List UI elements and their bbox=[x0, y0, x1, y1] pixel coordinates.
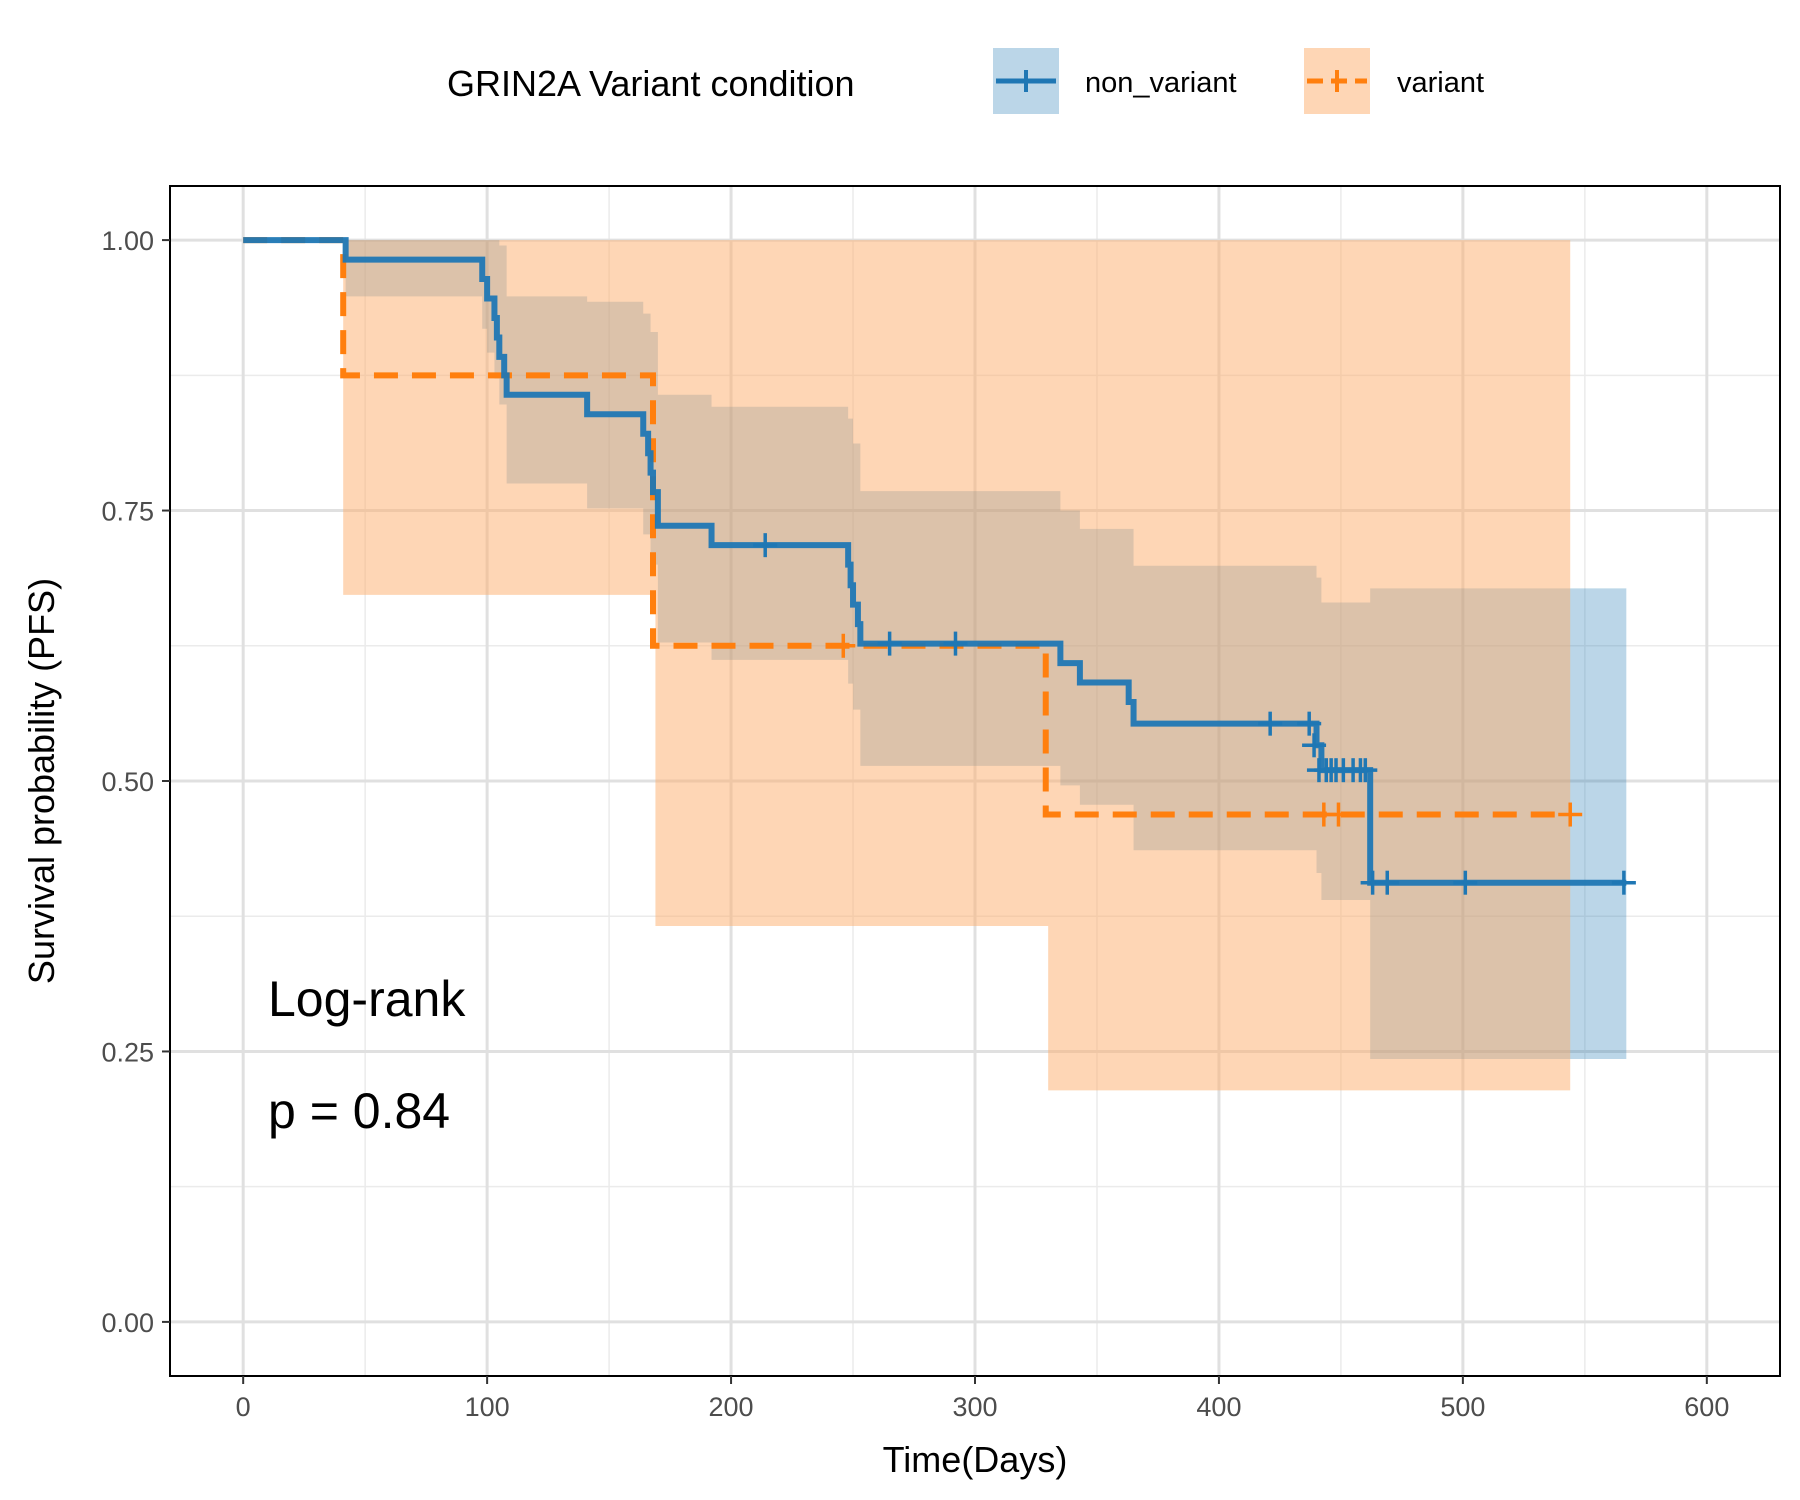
censor-mark-non-variant bbox=[1611, 870, 1636, 895]
legend-label-variant: variant bbox=[1397, 67, 1484, 99]
legend: GRIN2A Variant condition non_variant var… bbox=[447, 48, 1484, 114]
y-axis-title: Survival probability (PFS) bbox=[21, 578, 62, 984]
survival-curves bbox=[243, 237, 1627, 886]
legend-key-non-variant bbox=[993, 48, 1059, 114]
legend-title: GRIN2A Variant condition bbox=[447, 63, 855, 104]
confidence-bands bbox=[243, 240, 1627, 1091]
x-axis-title: Time(Days) bbox=[883, 1439, 1068, 1480]
x-tick-label: 0 bbox=[236, 1392, 251, 1422]
ci-band-variant bbox=[243, 240, 1571, 1091]
censor-mark-variant bbox=[831, 633, 856, 658]
curve-non-variant bbox=[243, 237, 1627, 886]
log-rank-label: Log-rank bbox=[268, 971, 466, 1027]
censor-mark-non-variant bbox=[1375, 870, 1400, 895]
censor-mark-non-variant bbox=[943, 631, 968, 656]
y-axis: 0.00 0.25 0.50 0.75 1.00 bbox=[101, 226, 170, 1338]
x-tick-label: 600 bbox=[1684, 1392, 1729, 1422]
y-tick-label: 0.50 bbox=[101, 767, 154, 797]
y-tick-label: 0.00 bbox=[101, 1308, 154, 1338]
legend-label-non-variant: non_variant bbox=[1085, 67, 1237, 99]
y-tick-label: 0.75 bbox=[101, 497, 154, 527]
censor-marks bbox=[753, 533, 1636, 895]
censor-mark-variant bbox=[1326, 802, 1351, 827]
censor-mark-non-variant bbox=[1353, 758, 1378, 783]
censor-mark-non-variant bbox=[753, 533, 778, 558]
p-value-label: p = 0.84 bbox=[268, 1083, 450, 1139]
y-tick-label: 0.25 bbox=[101, 1037, 154, 1067]
x-axis: 0 100 200 300 400 500 600 bbox=[236, 1376, 1729, 1422]
censor-mark-non-variant bbox=[1302, 733, 1327, 758]
x-tick-label: 100 bbox=[465, 1392, 510, 1422]
x-tick-label: 400 bbox=[1196, 1392, 1241, 1422]
legend-key-variant bbox=[1304, 48, 1370, 114]
y-tick-label: 1.00 bbox=[101, 226, 154, 256]
x-tick-label: 200 bbox=[709, 1392, 754, 1422]
censor-mark-variant bbox=[1558, 802, 1583, 827]
x-tick-label: 500 bbox=[1440, 1392, 1485, 1422]
x-tick-label: 300 bbox=[952, 1392, 997, 1422]
censor-mark-non-variant bbox=[877, 631, 902, 656]
censor-mark-non-variant bbox=[1258, 711, 1283, 736]
censor-mark-non-variant bbox=[1297, 711, 1322, 736]
censor-mark-non-variant bbox=[1453, 870, 1478, 895]
curve-variant bbox=[243, 237, 1571, 818]
